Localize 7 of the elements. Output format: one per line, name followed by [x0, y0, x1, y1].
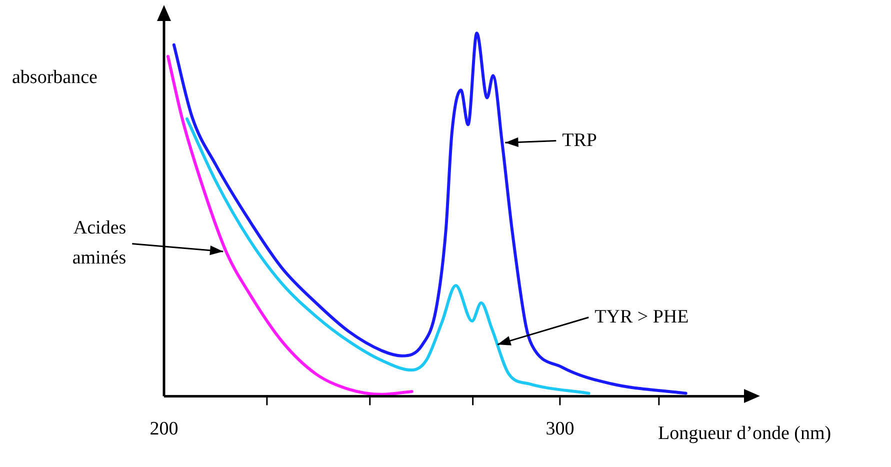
- annotation: TYR > PHE: [594, 306, 689, 328]
- x-tick-label: 300: [546, 418, 574, 440]
- y-axis-title: absorbance: [12, 66, 98, 88]
- x-tick-label: 200: [150, 418, 178, 440]
- annotation: TRP: [562, 130, 597, 151]
- x-axis-title: Longueur d’onde (nm): [658, 423, 832, 444]
- annotation: Acides aminés: [72, 218, 126, 269]
